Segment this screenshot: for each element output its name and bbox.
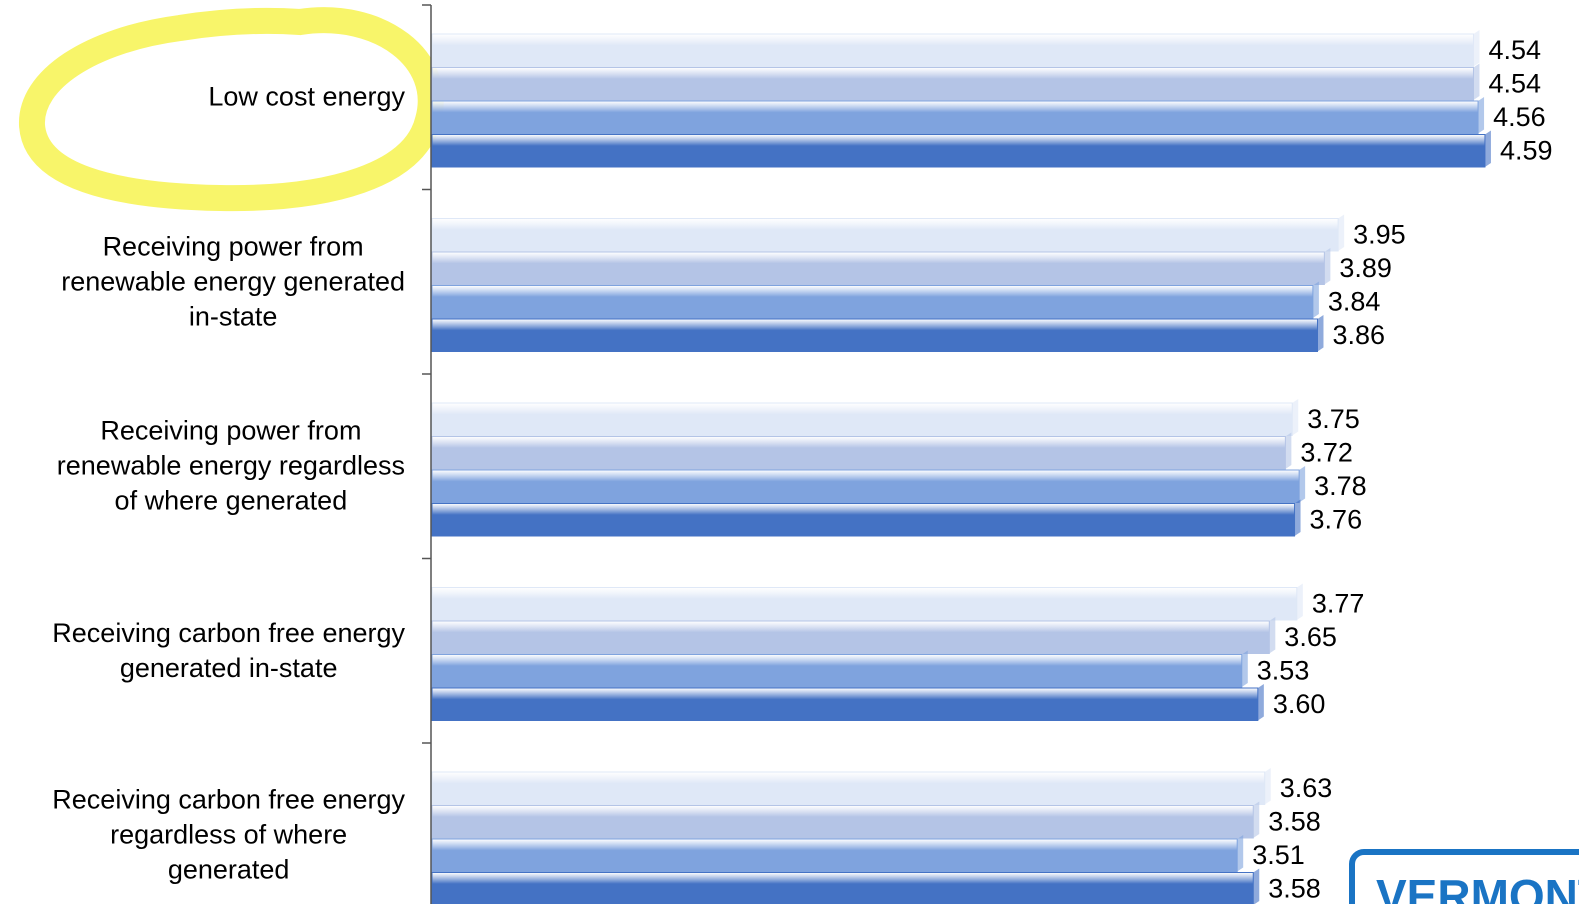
category-label: Receiving carbon free energy generated i… — [52, 617, 405, 683]
bar — [431, 872, 1254, 904]
logo-text: VERMONT — [1376, 870, 1579, 904]
bar-end — [1285, 432, 1292, 469]
bar-end — [1473, 30, 1480, 67]
bar — [431, 33, 1474, 67]
bar-end — [1324, 248, 1331, 285]
bar — [431, 838, 1238, 872]
bar — [431, 620, 1270, 654]
bar — [431, 67, 1474, 101]
bar-end — [1296, 583, 1303, 620]
bar-end — [1269, 617, 1276, 654]
value-label: 4.59 — [1500, 135, 1553, 165]
bar — [431, 218, 1339, 252]
bar — [431, 100, 1479, 134]
bar-end — [1338, 214, 1345, 251]
value-label: 3.60 — [1273, 689, 1326, 719]
bar-end — [1257, 684, 1264, 721]
bar — [431, 654, 1243, 688]
bar-end — [1253, 801, 1260, 838]
bar-end — [1484, 130, 1491, 167]
value-label: 4.56 — [1493, 102, 1546, 132]
bar-end — [1317, 315, 1324, 352]
value-label: 3.89 — [1339, 253, 1392, 283]
bar-end — [1312, 281, 1319, 318]
value-label: 3.86 — [1332, 320, 1385, 350]
bar — [431, 436, 1286, 470]
bar — [431, 587, 1298, 621]
bar — [431, 285, 1314, 319]
category-label: Receiving power from renewable energy ge… — [61, 231, 405, 331]
bar — [431, 402, 1293, 436]
value-label: 3.58 — [1268, 806, 1321, 836]
bar-end — [1473, 63, 1480, 100]
bar-end — [1237, 835, 1244, 872]
bar-end — [1299, 466, 1306, 503]
highlight-circle — [19, 7, 444, 212]
bar-end — [1241, 650, 1248, 687]
bar — [431, 771, 1266, 805]
bar — [431, 469, 1300, 503]
value-label: 3.65 — [1284, 622, 1337, 652]
category-label: Receiving carbon free energy regardless … — [52, 784, 405, 885]
value-label: 3.95 — [1353, 219, 1406, 249]
bar — [431, 687, 1259, 721]
value-label: 4.54 — [1488, 35, 1541, 65]
value-label: 4.54 — [1488, 68, 1541, 98]
value-label: 3.84 — [1328, 286, 1381, 316]
logo-box — [1349, 849, 1579, 904]
value-label: 3.58 — [1268, 873, 1321, 903]
value-label: 3.77 — [1312, 588, 1365, 618]
value-label: 3.63 — [1280, 773, 1333, 803]
bar-end — [1292, 399, 1299, 436]
bar-end — [1264, 768, 1271, 805]
category-label: Low cost energy — [208, 81, 405, 112]
bar-end — [1478, 97, 1485, 134]
bar — [431, 318, 1318, 352]
bar — [431, 134, 1486, 168]
bar-end — [1253, 868, 1260, 904]
bar — [431, 251, 1325, 285]
value-label: 3.76 — [1310, 504, 1363, 534]
bar-end — [1294, 499, 1301, 536]
value-label: 3.78 — [1314, 471, 1367, 501]
value-label: 3.53 — [1257, 655, 1310, 685]
value-label: 3.51 — [1252, 840, 1305, 870]
value-label: 3.75 — [1307, 404, 1360, 434]
bar — [431, 503, 1296, 537]
category-label: Receiving power from renewable energy re… — [56, 415, 405, 516]
value-label: 3.72 — [1300, 437, 1353, 467]
bar — [431, 805, 1254, 839]
